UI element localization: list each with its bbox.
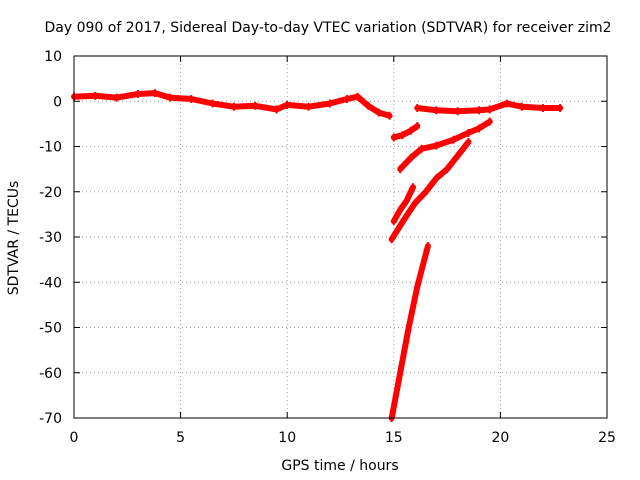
- y-tick-label: -70: [39, 411, 62, 427]
- series-line-7: [388, 243, 431, 421]
- series-line-3: [414, 100, 564, 115]
- grid: [74, 56, 607, 418]
- x-axis-label: GPS time / hours: [281, 458, 398, 474]
- x-tick-label: 25: [598, 430, 616, 446]
- series-line-6: [388, 139, 472, 243]
- y-tick-label: -20: [39, 185, 62, 201]
- x-tick-label: 0: [70, 430, 79, 446]
- series-line-5: [397, 118, 493, 173]
- plot-frame: [73, 55, 608, 419]
- data-series: [71, 89, 564, 422]
- y-tick-label: 0: [53, 94, 62, 110]
- x-tick-label: 15: [385, 430, 403, 446]
- x-tick-label: 5: [176, 430, 185, 446]
- y-tick-label: 10: [44, 49, 62, 65]
- series-line-4: [390, 184, 416, 225]
- y-tick-label: -60: [39, 366, 62, 382]
- y-tick-label: -40: [39, 275, 62, 291]
- series-line-1: [71, 90, 393, 119]
- y-tick-label: -50: [39, 321, 62, 337]
- y-tick-label: -30: [39, 230, 62, 246]
- axis-ticks: 0 5 10 15 20 25 10 0 -10 -20 -30 -40 -50 -60 -70: [39, 49, 616, 446]
- y-tick-label: -10: [39, 140, 62, 156]
- chart-title: Day 090 of 2017, Sidereal Day-to-day VTE…: [45, 20, 612, 36]
- x-tick-label: 10: [278, 430, 296, 446]
- series-line-2: [390, 123, 421, 141]
- y-axis-label: SDTVAR / TECUs: [6, 181, 22, 296]
- x-tick-label: 20: [491, 430, 509, 446]
